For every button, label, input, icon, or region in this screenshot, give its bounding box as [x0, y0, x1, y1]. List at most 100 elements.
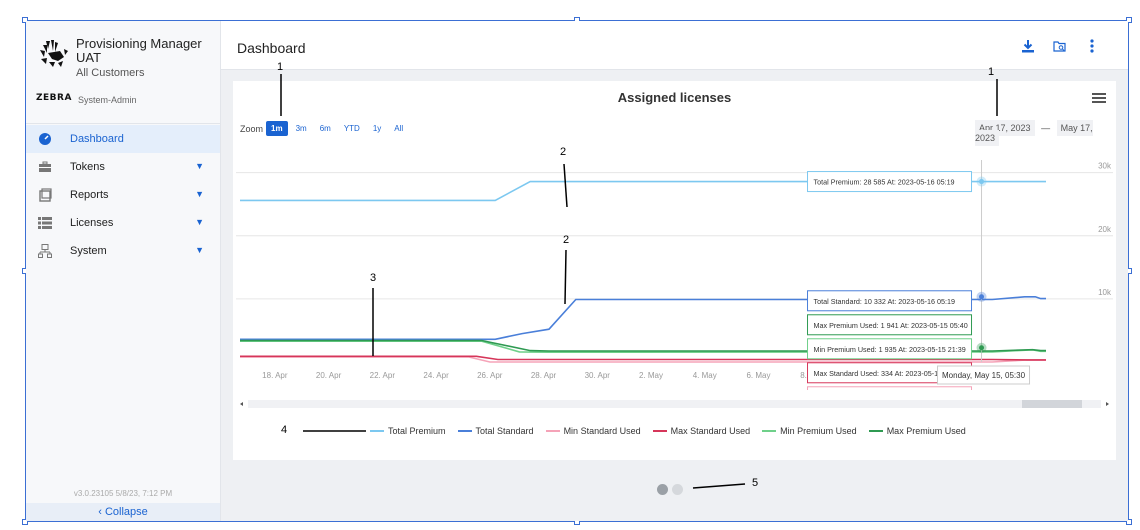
scroll-left-icon: [240, 402, 243, 406]
sidebar-item-dashboard[interactable]: Dashboard: [26, 125, 220, 153]
carousel-dot-active[interactable]: [657, 484, 668, 495]
series-line: [240, 339, 1046, 352]
legend-swatch: [868, 430, 883, 432]
callout-1: 1: [988, 66, 995, 78]
tooltip: Total Standard: 10 332 At: 2023-05-16 05…: [807, 290, 973, 312]
tooltip-box: [807, 338, 973, 360]
tooltip-box: [807, 386, 973, 390]
sidebar-item-label: System: [70, 245, 107, 257]
tooltip-text: Min Premium Used: 1 935 At: 2023-05-15 2…: [814, 345, 966, 354]
legend-swatch: [652, 430, 667, 432]
sidebar-item-reports[interactable]: Reports ▼: [26, 181, 220, 209]
chart-legend: Total Premium Total Standard Min Standard …: [370, 426, 978, 436]
zoom-6m-button[interactable]: 6m: [319, 124, 331, 133]
crosshair-label-box: [937, 365, 1031, 385]
x-tick-label: 30. Apr: [585, 371, 611, 380]
sidebar-item-system[interactable]: System ▼: [26, 237, 220, 265]
zoom-all-button[interactable]: All: [394, 124, 404, 133]
legend-label: Max Standard Used: [670, 426, 751, 436]
tooltip: Max Premium Used: 1 941 At: 2023-05-15 0…: [807, 314, 973, 336]
tooltip-text: Total Premium: 28 585 At: 2023-05-16 05:…: [814, 178, 955, 187]
resize-handle[interactable]: [1126, 519, 1132, 525]
x-tick-label: 22. Apr: [370, 371, 396, 380]
legend-swatch: [370, 430, 384, 432]
y-tick-label: 30k: [1098, 162, 1112, 171]
y-tick-label: 10k: [1098, 288, 1112, 297]
crosshair-label-text: Monday, May 15, 05:30: [942, 371, 1026, 380]
legend-item[interactable]: Min Premium Used: [762, 426, 857, 436]
date-range: Apr 17, 2023 — May 17, 2023: [975, 120, 1116, 146]
tooltip: Total Premium: 28 585 At: 2023-05-16 05:…: [807, 171, 973, 193]
resize-handle[interactable]: [22, 17, 28, 23]
legend-label: Total Premium: [388, 426, 446, 436]
zoom-1y-button[interactable]: 1y: [372, 124, 382, 133]
series-line: [240, 355, 1046, 361]
dashboard-gauge-icon: [38, 132, 52, 146]
zoom-1m-button[interactable]: 1m: [266, 121, 288, 136]
hover-marker: [979, 345, 985, 351]
x-tick-label: 18. Apr: [262, 371, 288, 380]
caret-down-icon: ▼: [195, 217, 204, 227]
more-vert-icon[interactable]: [1084, 38, 1100, 54]
zebra-logo-icon: [40, 40, 68, 67]
product-name-line1: Provisioning Manager: [76, 36, 202, 51]
series-line: [240, 180, 1046, 202]
x-tick-label: 6. May: [746, 371, 770, 380]
list-icon: [38, 216, 52, 230]
x-tick-label: 24. Apr: [423, 371, 449, 380]
caret-down-icon: ▼: [195, 161, 204, 171]
callout-1: 1: [277, 61, 284, 73]
customer-scope: All Customers: [76, 67, 145, 79]
x-tick-label: 2. May: [639, 371, 663, 380]
legend-swatch: [545, 430, 560, 432]
hover-marker: [979, 179, 985, 185]
zoom-3m-button[interactable]: 3m: [295, 124, 307, 133]
user-role: System-Admin: [78, 95, 137, 105]
sidebar: Provisioning Manager UAT All Customers Z…: [26, 21, 221, 521]
legend-label: Total Standard: [475, 426, 534, 436]
resize-handle[interactable]: [1126, 17, 1132, 23]
collapse-label: Collapse: [104, 506, 148, 518]
legend-item[interactable]: Max Premium Used: [868, 426, 966, 436]
resize-handle[interactable]: [22, 519, 28, 525]
sidebar-item-label: Reports: [70, 189, 109, 201]
product-name: Provisioning Manager UAT: [76, 37, 216, 65]
x-tick-label: 4. May: [693, 371, 717, 380]
x-tick-label: 28. Apr: [531, 371, 557, 380]
sidebar-item-licenses[interactable]: Licenses ▼: [26, 209, 220, 237]
legend-item[interactable]: Max Standard Used: [652, 426, 751, 436]
chart-scrollbar[interactable]: [236, 398, 1113, 410]
scrollbar-thumb: [1022, 400, 1082, 408]
legend-label: Min Standard Used: [563, 426, 641, 436]
carousel-dot[interactable]: [672, 484, 683, 495]
sidebar-item-tokens[interactable]: Tokens ▼: [26, 153, 220, 181]
callout-4: 4: [281, 424, 288, 436]
zoom-label: Zoom: [240, 123, 264, 134]
chart-title: Assigned licenses: [617, 90, 732, 105]
legend-item[interactable]: Min Standard Used: [545, 426, 641, 436]
tooltip-text: Max Standard Used: 334 At: 2023-05-15 23…: [814, 369, 963, 378]
page-title: Dashboard: [237, 40, 306, 56]
zoom-ytd-button[interactable]: YTD: [343, 124, 360, 133]
tooltip-box: [807, 314, 973, 336]
crosshair-label: Monday, May 15, 05:30: [937, 365, 1031, 385]
hamburger-menu-icon[interactable]: [1092, 93, 1106, 103]
tooltip-box: [807, 290, 973, 312]
download-icon[interactable]: [1020, 38, 1036, 54]
legend-item[interactable]: Total Standard: [457, 426, 534, 436]
brand-wordmark: ZEBRA: [36, 93, 72, 103]
tooltip: Min Premium Used: 1 935 At: 2023-05-15 2…: [807, 338, 973, 360]
folder-search-icon[interactable]: [1052, 38, 1068, 54]
sidebar-item-label: Tokens: [70, 161, 105, 173]
legend-swatch: [457, 430, 472, 432]
brand-area: Provisioning Manager UAT All Customers Z…: [36, 33, 220, 113]
legend-swatch: [762, 430, 777, 432]
legend-item[interactable]: Total Premium: [370, 426, 446, 436]
network-icon: [38, 244, 52, 258]
chart-card: Assigned licenses Zoom 1m 3m 6m YTD 1y A…: [233, 81, 1116, 460]
briefcase-icon: [38, 160, 52, 174]
collapse-button[interactable]: ‹ Collapse: [26, 503, 220, 521]
legend-label: Min Premium Used: [780, 426, 857, 436]
sidebar-item-label: Dashboard: [70, 133, 124, 145]
